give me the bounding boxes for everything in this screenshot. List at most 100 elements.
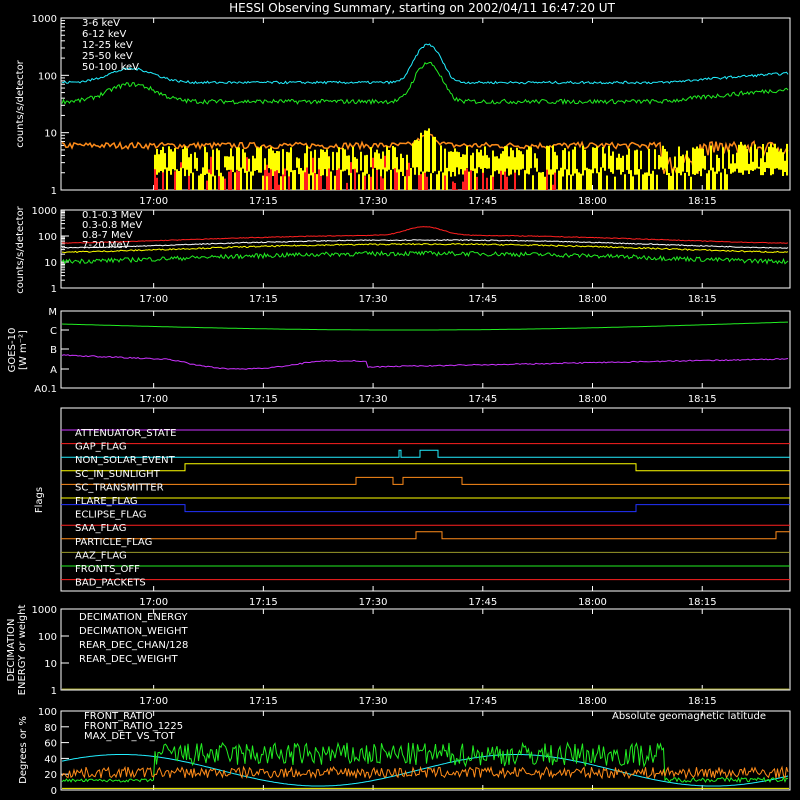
flag-line [61, 531, 790, 540]
series-12-25kev-trace [154, 128, 788, 190]
y-tick-label: 1000 [32, 605, 57, 616]
panel3-ylabel: GOES-10 [7, 328, 18, 373]
front-ratio-1225-line [61, 741, 789, 784]
series-7-20mev-line [61, 250, 789, 265]
legend-item: 6-12 keV [82, 29, 126, 40]
x-tick-label: 17:15 [249, 696, 278, 707]
goes-long-channel-line [61, 321, 788, 331]
x-tick-label: 17:45 [468, 696, 497, 707]
y-tick-label: 1000 [32, 14, 57, 25]
legend-item: 0.8-7 MeV [82, 230, 133, 241]
x-tick-label: 17:30 [359, 394, 388, 405]
y-tick-label: M [48, 307, 57, 318]
legend-item: 25-50 keV [82, 51, 133, 62]
flag-label: GAP_FLAG [75, 442, 127, 453]
x-tick-label: 18:15 [688, 696, 717, 707]
x-tick-label: 17:30 [359, 294, 388, 305]
panel2-ylabel: counts/s/detector [15, 205, 26, 293]
flag-line [61, 449, 790, 458]
x-tick-label: 17:00 [139, 394, 168, 405]
y-tick-label: 10 [44, 129, 57, 140]
panel1-ylabel: counts/s/detector [15, 59, 26, 147]
legend-item: 0.1-0.3 MeV [82, 210, 142, 221]
x-tick-label: 17:00 [139, 597, 168, 608]
flag-label: FRONTS_OFF [75, 564, 140, 575]
x-tick-label: 18:00 [578, 294, 607, 305]
legend-item: DECIMATION_WEIGHT [79, 626, 188, 637]
x-tick-label: 17:15 [249, 294, 278, 305]
y-tick-label: 1 [51, 186, 57, 197]
geomagnetic-latitude-line [61, 754, 789, 787]
y-tick-label: 60 [44, 739, 57, 750]
panel5-frame [60, 608, 791, 691]
y-tick-label: 100 [38, 232, 57, 243]
y-tick-label: A [50, 365, 57, 376]
legend-item: FRONT_RATIO_1225 [84, 721, 183, 732]
legend-item: 0.3-0.8 MeV [82, 220, 142, 231]
legend-item: 50-100 keV [82, 62, 139, 73]
x-tick-label: 17:15 [249, 597, 278, 608]
y-tick-label: 1 [51, 686, 57, 697]
y-tick-label: 1 [51, 284, 57, 295]
x-tick-label: 17:00 [139, 696, 168, 707]
x-tick-label: 18:15 [688, 196, 717, 207]
legend-item: FRONT_RATIO [84, 711, 153, 722]
panel6-frame [60, 710, 791, 791]
flag-label: FLARE_FLAG [75, 496, 138, 507]
x-tick-label: 17:45 [468, 394, 497, 405]
x-tick-label: 17:45 [468, 597, 497, 608]
y-tick-label: 100 [38, 632, 57, 643]
x-tick-label: 17:00 [139, 294, 168, 305]
y-tick-label: 1000 [32, 206, 57, 217]
y-tick-label: 100 [38, 707, 57, 718]
legend-item: 3-6 keV [82, 18, 120, 29]
x-tick-label: 18:15 [688, 294, 717, 305]
series-0.8-7mev-line [61, 242, 789, 254]
flag-line [61, 504, 790, 513]
series-50-100kev-line [61, 43, 789, 85]
y-tick-label: 80 [44, 723, 57, 734]
y-tick-label: C [50, 326, 57, 337]
series-25-50kev-line [61, 61, 789, 106]
x-tick-label: 18:15 [688, 394, 717, 405]
legend-item: DECIMATION_ENERGY [79, 612, 188, 623]
y-tick-label: 100 [38, 71, 57, 82]
panel5-ylabel: DECIMATION [6, 618, 17, 681]
y-tick-label: 20 [44, 770, 57, 781]
x-tick-label: 17:00 [139, 196, 168, 207]
panel5-ylabel-2: ENERGY or weight [17, 605, 28, 696]
legend-item: 7-20 MeV [82, 240, 130, 251]
legend-item: Absolute geomagnetic latitude [612, 711, 766, 722]
x-tick-label: 17:15 [249, 196, 278, 207]
flag-label: PARTICLE_FLAG [75, 537, 152, 548]
x-tick-label: 18:00 [578, 196, 607, 207]
flag-label: SC_IN_SUNLIGHT [75, 469, 161, 480]
x-tick-label: 17:15 [249, 394, 278, 405]
y-tick-label: B [50, 345, 57, 356]
x-tick-label: 17:30 [359, 196, 388, 207]
panel2-frame [60, 209, 791, 289]
x-tick-label: 18:00 [578, 696, 607, 707]
flag-label: SC_TRANSMITTER [75, 482, 164, 493]
legend-item: 12-25 keV [82, 40, 133, 51]
flag-label: NON_SOLAR_EVENT [75, 455, 176, 466]
goes-short-channel-line [61, 354, 789, 370]
y-tick-label: A0.1 [34, 384, 57, 395]
x-tick-label: 17:30 [359, 696, 388, 707]
x-tick-label: 17:45 [468, 196, 497, 207]
legend-item: REAR_DEC_WEIGHT [79, 654, 178, 665]
x-tick-label: 18:00 [578, 597, 607, 608]
y-tick-label: 10 [44, 659, 57, 670]
x-tick-label: 18:15 [688, 597, 717, 608]
series-0.3-0.8mev-line [61, 239, 789, 249]
panel3-ylabel-units: [W m⁻²] [18, 330, 29, 370]
series-0.1-0.3mev-line [61, 226, 789, 244]
x-tick-label: 17:30 [359, 597, 388, 608]
panel3-frame [60, 310, 791, 389]
flag-line [61, 463, 790, 472]
panel4-frame [60, 407, 791, 592]
flag-label: ATTENUATOR_STATE [75, 428, 176, 439]
flag-label: SAA_FLAG [75, 523, 126, 534]
y-tick-label: 0 [51, 786, 57, 797]
